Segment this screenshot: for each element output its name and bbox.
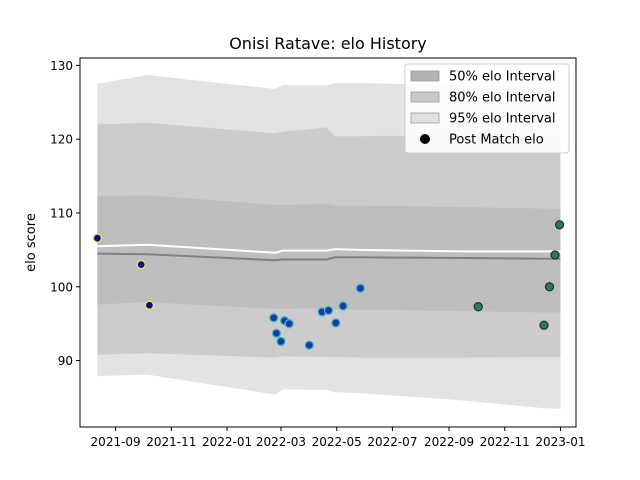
post-match-point: [304, 340, 314, 350]
legend: 50% elo Interval 80% elo Interval 95% elo …: [404, 63, 570, 154]
y-axis-label: elo score: [24, 213, 39, 272]
post-match-point: [92, 233, 103, 243]
y-tick-label: 110: [50, 206, 73, 220]
x-tick-label: 2022-01: [202, 435, 252, 449]
post-match-point: [136, 259, 146, 270]
x-tick-label: 2022-11: [480, 435, 530, 449]
post-match-point: [284, 319, 294, 329]
post-match-point: [554, 220, 565, 230]
legend-swatch: [410, 91, 440, 103]
post-match-point: [473, 302, 483, 312]
y-tick-label: 100: [50, 280, 73, 294]
post-match-point: [276, 336, 286, 347]
x-tick-label: 2023-01: [535, 435, 585, 449]
legend-swatch: [410, 112, 440, 124]
post-match-point: [271, 328, 282, 338]
plot-area: [92, 75, 565, 409]
axes-frame: [79, 57, 577, 428]
post-match-point: [269, 313, 279, 323]
x-tick-label: 2021-11: [146, 435, 196, 449]
post-match-point: [331, 318, 341, 328]
band-50: [97, 195, 561, 313]
x-axis: 2021-09 2021-11 2022-01 2022-03 2022-05 2022-…: [91, 427, 586, 449]
post-match-point: [539, 320, 549, 330]
post-match-point: [550, 250, 560, 260]
interval-bands: [97, 75, 561, 409]
y-tick-label: 130: [50, 59, 73, 73]
legend-marker: [420, 134, 430, 144]
legend-box: [404, 63, 570, 154]
legend-swatch: [410, 70, 440, 82]
post-match-point: [323, 305, 334, 316]
median-line: [97, 252, 561, 262]
post-match-points: [92, 220, 565, 350]
mean-line: [97, 243, 561, 254]
post-match-point: [338, 301, 348, 311]
y-tick-label: 120: [50, 133, 73, 147]
legend-label: 80% elo Interval: [449, 91, 556, 106]
legend-label: Post Match elo: [449, 133, 544, 148]
post-match-point: [144, 300, 155, 310]
chart-title: Onisi Ratave: elo History: [229, 34, 427, 53]
y-axis: 90 100 110 120 130: [50, 59, 80, 368]
x-tick-label: 2022-07: [367, 435, 417, 449]
x-tick-label: 2022-03: [256, 435, 306, 449]
x-tick-label: 2022-09: [424, 435, 474, 449]
y-tick-label: 90: [58, 354, 73, 368]
post-match-point: [544, 282, 555, 292]
legend-label: 50% elo Interval: [449, 70, 556, 85]
x-tick-label: 2022-05: [312, 435, 362, 449]
x-tick-label: 2021-09: [91, 435, 141, 449]
trend-lines: [97, 243, 561, 262]
post-match-point: [355, 283, 366, 293]
legend-label: 95% elo Interval: [449, 112, 556, 127]
